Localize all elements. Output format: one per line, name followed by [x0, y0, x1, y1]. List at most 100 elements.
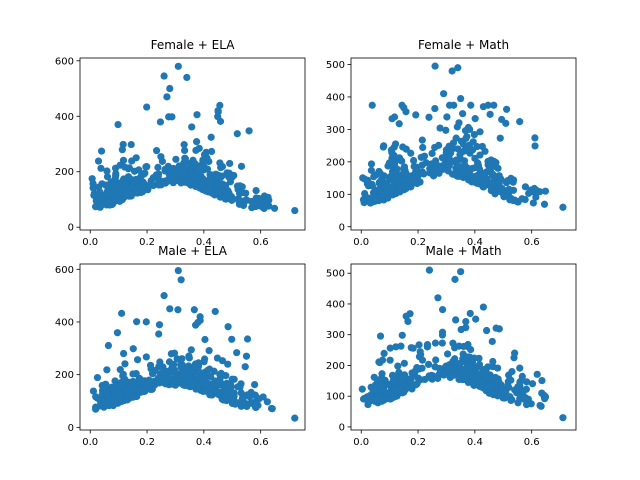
scatter-point [398, 157, 406, 165]
scatter-point [418, 356, 427, 364]
scatter-point [174, 62, 182, 70]
scatter-point [206, 372, 215, 381]
y-tick-label: 600 [55, 265, 74, 276]
scatter-point [207, 133, 215, 141]
scatter-point [194, 318, 202, 327]
scatter-point [190, 306, 198, 314]
scatter-point [246, 393, 254, 401]
scatter-point [412, 163, 421, 171]
scatter-point [199, 180, 207, 188]
y-tick-label: 300 [326, 330, 345, 341]
scatter-point [161, 179, 170, 187]
scatter-point [479, 103, 487, 111]
scatter-point [394, 386, 402, 395]
scatter-point [218, 163, 227, 171]
scatter-point [471, 374, 479, 382]
scatter-point [453, 123, 461, 131]
scatter-point [393, 165, 401, 173]
x-tick-label: 0.6 [524, 237, 540, 248]
scatter-point [509, 178, 517, 186]
scatter-point [210, 367, 218, 375]
scatter-point [425, 266, 434, 274]
scatter-point [379, 143, 387, 151]
scatter-point [219, 180, 227, 188]
scatter-point [386, 356, 394, 364]
scatter-point [479, 366, 487, 375]
scatter-point [196, 313, 204, 321]
scatter-point [442, 146, 451, 154]
x-tick-label: 0.2 [410, 237, 426, 248]
scatter-point [225, 193, 233, 201]
scatter-point [116, 161, 124, 169]
scatter-point [373, 392, 381, 400]
scatter-point [156, 118, 165, 126]
scatter-point [103, 199, 112, 207]
scatter-point [448, 170, 457, 178]
scatter-point [128, 383, 136, 391]
scatter-point [213, 354, 222, 362]
scatter-point [180, 141, 188, 149]
x-tick-label: 0.2 [410, 437, 426, 448]
scatter-point [531, 134, 539, 142]
scatter-point [178, 362, 186, 370]
scatter-point [400, 371, 409, 379]
scatter-point [489, 357, 497, 366]
scatter-point [133, 387, 142, 395]
scatter-point [529, 199, 537, 207]
x-tick-label: 0.6 [253, 437, 269, 448]
scatter-point [364, 400, 372, 409]
scatter-point [242, 189, 250, 197]
scatter-point [502, 105, 511, 113]
x-tick-label: 0.0 [82, 437, 98, 448]
scatter-point [163, 93, 171, 101]
scatter-point [124, 173, 133, 181]
scatter-point [489, 170, 497, 178]
scatter-point [90, 189, 99, 197]
scatter-point [390, 372, 398, 380]
scatter-point [270, 204, 279, 212]
scatter-point [128, 184, 136, 192]
scatter-point [436, 124, 444, 132]
y-tick-label: 400 [55, 317, 74, 328]
x-tick-label: 0.6 [524, 437, 540, 448]
scatter-point [96, 402, 104, 410]
scatter-point [387, 172, 395, 181]
scatter-point [462, 317, 470, 326]
scatter-point [489, 363, 497, 371]
scatter-point [263, 398, 271, 406]
scatter-point [376, 169, 384, 177]
scatter-point [428, 149, 436, 158]
scatter-point [492, 324, 500, 332]
scatter-point [495, 378, 503, 386]
scatter-point [431, 62, 439, 70]
scatter-point [196, 372, 204, 380]
scatter-point [530, 184, 538, 193]
scatter-point [388, 115, 396, 123]
scatter-point [402, 108, 410, 116]
scatter-point [97, 164, 105, 172]
scatter-point [245, 127, 253, 135]
scatter-point [119, 140, 127, 149]
scatter-point [444, 350, 452, 358]
scatter-point [397, 342, 405, 350]
scatter-point [417, 351, 425, 359]
scatter-point [239, 395, 247, 403]
scatter-point [251, 381, 259, 389]
subplot-4: 0.0 0.2 0.4 0.6 0 100 200 300 400 500 Male + Math [326, 244, 577, 448]
scatter-point [454, 360, 463, 368]
scatter-point [397, 176, 405, 184]
scatter-point [192, 385, 200, 393]
scatter-point [489, 391, 497, 399]
scatter-point [185, 352, 193, 360]
scatter-point [133, 356, 142, 364]
scatter-point [479, 303, 487, 311]
scatter-point [457, 268, 465, 276]
scatter-point [440, 90, 448, 98]
scatter-point [368, 182, 377, 190]
scatter-point [471, 115, 479, 123]
scatter-point [160, 292, 168, 300]
scatter-point [192, 146, 200, 154]
scatter-point [376, 332, 385, 340]
scatter-point [236, 182, 244, 190]
scatter-point [109, 190, 117, 199]
